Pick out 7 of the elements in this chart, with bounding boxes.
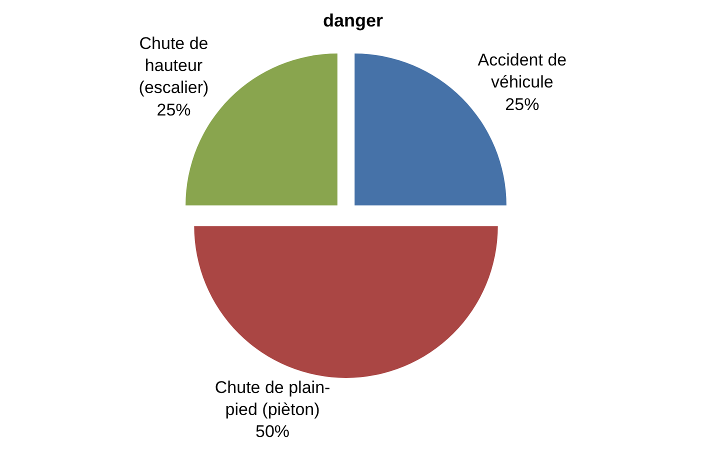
- data-label: 25%: [156, 100, 191, 120]
- data-label: 25%: [505, 94, 540, 114]
- slice-label: Accident de véhicule: [478, 50, 567, 92]
- data-label: 50%: [256, 422, 290, 442]
- slice-label: Chute de hauteur (escalier): [138, 34, 209, 98]
- chart-title: danger: [322, 10, 384, 31]
- slice-label: Chute de plain- pied (pièton): [214, 378, 330, 420]
